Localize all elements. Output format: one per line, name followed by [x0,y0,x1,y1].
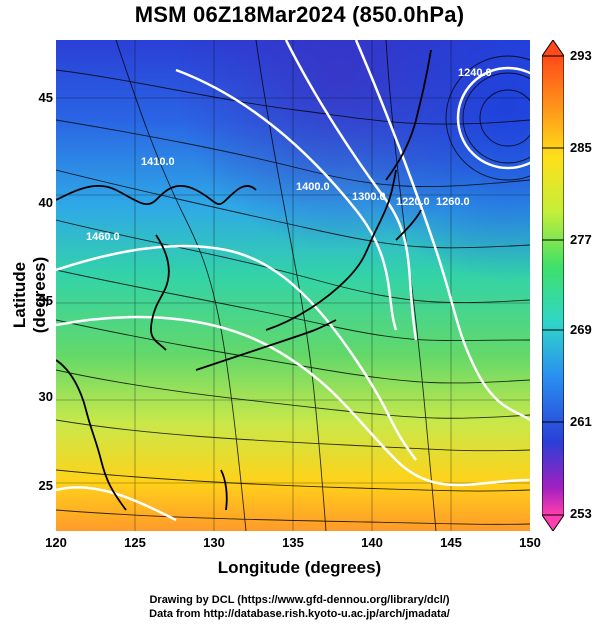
grid-lines [56,40,530,531]
credit-drawing: Drawing by DCL (https://www.gfd-dennou.o… [149,594,450,606]
y-tick-45: 45 [38,90,53,105]
coastlines [56,49,432,511]
colorbar-tick-253: 253 [570,506,592,521]
contour-label-1240: 1240.0 [458,67,492,79]
x-tick-150: 150 [519,535,541,550]
chart-title: MSM 06Z18Mar2024 (850.0hPa) [134,2,465,27]
streamlines [56,40,530,531]
y-tick-40: 40 [38,195,53,210]
y-tick-25: 25 [38,478,53,493]
contour-label-1460: 1460.0 [86,231,120,243]
colorbar [542,40,564,531]
x-tick-145: 145 [440,535,462,550]
x-axis-label: Longitude (degrees) [217,558,382,577]
colorbar-tick-293: 293 [570,48,592,63]
x-tick-125: 125 [124,535,146,550]
colorbar-tick-277: 277 [570,232,592,247]
contour-label-1300: 1300.0 [352,191,386,203]
contour-label-1220: 1220.0 [396,196,430,208]
x-tick-140: 140 [361,535,383,550]
map-svg: 1240.0 1220.0 1300.0 1400.0 1410.0 1460.… [56,40,530,531]
contour-label-1410: 1410.0 [141,156,175,168]
x-tick-135: 135 [282,535,304,550]
colorbar-tick-261: 261 [570,414,592,429]
y-tick-35: 35 [38,293,53,308]
x-tick-130: 130 [203,535,225,550]
credit-data: Data from http://database.rish.kyoto-u.a… [149,608,450,620]
y-tick-30: 30 [38,389,53,404]
colorbar-tick-285: 285 [570,140,592,155]
contour-label-1400: 1400.0 [296,181,330,193]
x-tick-120: 120 [45,535,67,550]
credits: Drawing by DCL (https://www.gfd-dennou.o… [0,593,599,621]
height-contours [56,40,530,522]
contour-label-1260: 1260.0 [436,196,470,208]
map-plot-area: 1240.0 1220.0 1300.0 1400.0 1410.0 1460.… [56,40,530,531]
colorbar-tick-269: 269 [570,322,592,337]
